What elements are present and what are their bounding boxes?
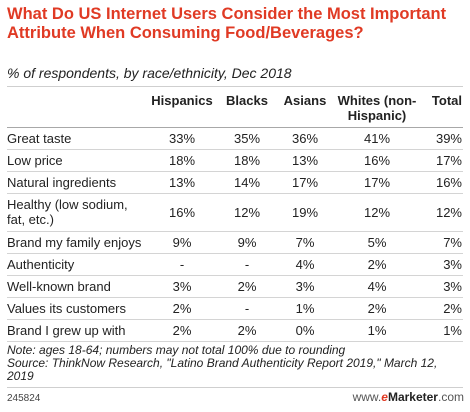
table-cell: 12% <box>218 193 276 232</box>
table-cell: 14% <box>218 171 276 194</box>
table-cell: 0% <box>276 319 334 342</box>
table-cell: 12% <box>420 193 463 232</box>
table-cell: 3% <box>276 275 334 298</box>
column-header-blacks: Blacks <box>218 90 276 128</box>
row-label: Great taste <box>7 127 146 150</box>
emarketer-logo[interactable]: www.eMarketer.com <box>353 390 464 404</box>
table-cell: - <box>218 253 276 276</box>
table-cell: 16% <box>420 171 463 194</box>
table-cell: 1% <box>276 297 334 320</box>
chart-subtitle: % of respondents, by race/ethnicity, Dec… <box>7 65 292 81</box>
site-brand-e: e <box>381 390 388 404</box>
table-header-row: Hispanics Blacks Asians Whites (non-Hisp… <box>7 90 463 128</box>
table-cell: 2% <box>334 253 420 276</box>
row-label: Low price <box>7 149 146 172</box>
table-cell: 7% <box>420 231 463 254</box>
table-row: Well-known brand 3% 2% 3% 4% 3% <box>7 275 463 298</box>
table-cell: 1% <box>420 319 463 342</box>
row-label: Brand I grew up with <box>7 319 146 342</box>
row-label: Natural ingredients <box>7 171 146 194</box>
row-label: Brand my family enjoys <box>7 231 146 254</box>
table-cell: 3% <box>146 275 218 298</box>
source-text: Source: ThinkNow Research, "Latino Brand… <box>7 356 438 383</box>
table-cell: 41% <box>334 127 420 150</box>
chart-title: What Do US Internet Users Consider the M… <box>7 5 447 42</box>
table-cell: 4% <box>334 275 420 298</box>
table-cell: 7% <box>276 231 334 254</box>
table-cell: 2% <box>218 319 276 342</box>
column-header-total: Total <box>420 90 463 128</box>
table-cell: 2% <box>146 297 218 320</box>
table-cell: 2% <box>218 275 276 298</box>
note-text: Note: ages 18-64; numbers may not total … <box>7 343 346 357</box>
table-cell: 19% <box>276 193 334 232</box>
table-cell: 17% <box>420 149 463 172</box>
table-cell: 2% <box>146 319 218 342</box>
site-brand-rest: Marketer <box>387 390 438 404</box>
site-brand: eMarketer <box>381 390 438 404</box>
table-cell: 12% <box>334 193 420 232</box>
bottom-divider <box>7 387 463 388</box>
table-row: Healthy (low sodium, fat, etc.) 16% 12% 19%… <box>7 193 463 232</box>
table-cell: 16% <box>146 193 218 232</box>
table-cell: 9% <box>146 231 218 254</box>
column-header-hispanics: Hispanics <box>146 90 218 128</box>
table-cell: 39% <box>420 127 463 150</box>
table-cell: 1% <box>334 319 420 342</box>
table-cell: 3% <box>420 275 463 298</box>
table-cell: 3% <box>420 253 463 276</box>
table-cell: 5% <box>334 231 420 254</box>
table-row: Values its customers 2% -1% 2% 2% <box>7 297 463 320</box>
table-cell: 17% <box>334 171 420 194</box>
table-row: Low price 18% 18% 13% 16% 17% <box>7 149 463 172</box>
table-cell: 18% <box>218 149 276 172</box>
table-cell: 36% <box>276 127 334 150</box>
table-row: Authenticity - -4% 2% 3% <box>7 253 463 276</box>
table-cell: - <box>146 253 218 276</box>
row-label: Healthy (low sodium, fat, etc.) <box>7 193 146 232</box>
top-divider <box>7 86 463 87</box>
table-row: Great taste 33% 35% 36% 41% 39% <box>7 127 463 150</box>
column-header-label <box>7 90 146 128</box>
row-label: Well-known brand <box>7 275 146 298</box>
column-header-whites: Whites (non-Hispanic) <box>334 90 420 128</box>
table-cell: 33% <box>146 127 218 150</box>
table-cell: 35% <box>218 127 276 150</box>
chart-id: 245824 <box>7 393 41 404</box>
table-cell: 17% <box>276 171 334 194</box>
table-cell: 2% <box>334 297 420 320</box>
table-cell: 13% <box>146 171 218 194</box>
table-cell: 2% <box>420 297 463 320</box>
row-label: Authenticity <box>7 253 146 276</box>
table-body: Great taste 33% 35% 36% 41% 39% Low price 18% 18… <box>7 127 463 342</box>
table-row: Brand I grew up with 2% 2% 0% 1% 1% <box>7 319 463 342</box>
site-prefix: www. <box>352 390 382 404</box>
data-table: Hispanics Blacks Asians Whites (non-Hisp… <box>7 90 463 342</box>
row-label: Values its customers <box>7 297 146 320</box>
table-cell: 13% <box>276 149 334 172</box>
site-suffix: .com <box>437 390 464 404</box>
column-header-asians: Asians <box>276 90 334 128</box>
table-row: Natural ingredients 13% 14% 17% 17% 16% <box>7 171 463 194</box>
table-cell: 16% <box>334 149 420 172</box>
table-cell: - <box>218 297 276 320</box>
table-cell: 18% <box>146 149 218 172</box>
table-cell: 9% <box>218 231 276 254</box>
table-cell: 4% <box>276 253 334 276</box>
table-row: Brand my family enjoys 9% 9% 7% 5% 7% <box>7 231 463 254</box>
chart-footnote: Note: ages 18-64; numbers may not total … <box>7 344 463 383</box>
